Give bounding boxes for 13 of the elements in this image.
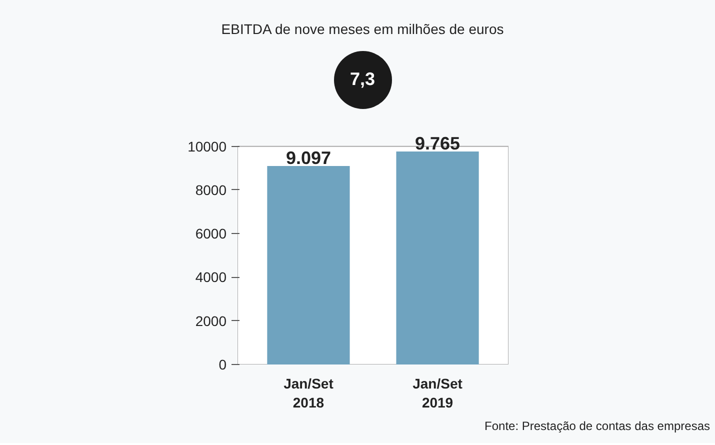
chart-title: EBITDA de nove meses em milhões de euros: [5, 5, 715, 39]
y-tick-label: 10000: [188, 138, 227, 154]
x-tick-label: Jan/Set 2019: [412, 376, 463, 411]
source-note: Fonte: Prestação de contas das empresas: [484, 418, 710, 435]
y-tick-label: 4000: [195, 269, 227, 286]
y-tick-label: 2000: [195, 312, 227, 329]
data-label: 9.765: [415, 133, 460, 154]
data-label: 9.097: [286, 148, 331, 168]
y-tick-label: 0: [218, 356, 227, 372]
y-tick-label: 8000: [195, 182, 227, 198]
x-tick-label: Jan/Set 2018: [284, 376, 334, 411]
text: 7,3: [334, 51, 392, 109]
y-tick-label: 6000: [195, 226, 227, 242]
